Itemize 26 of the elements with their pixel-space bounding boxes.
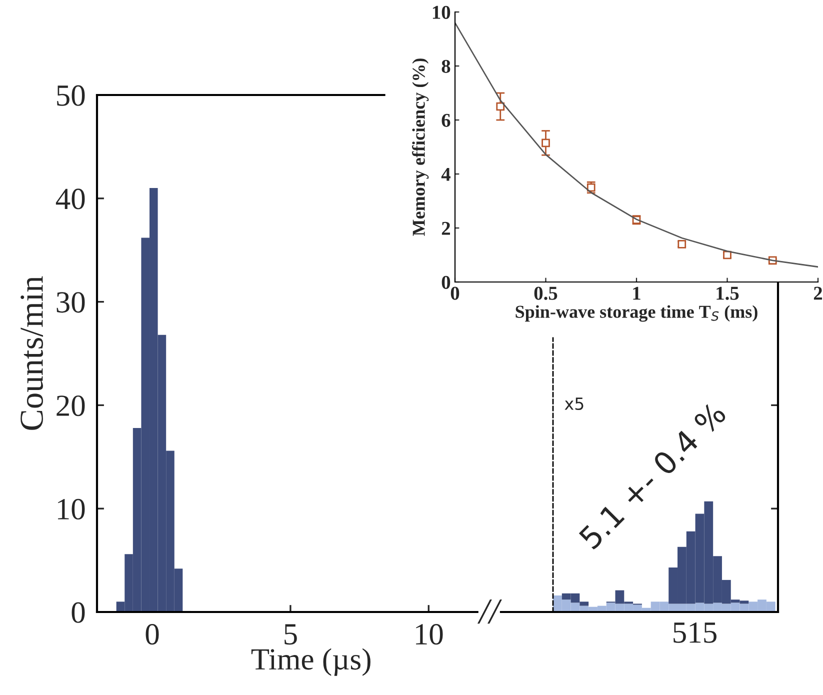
- x-tick-label: 1.5: [716, 286, 739, 300]
- y-tick-label: 8: [442, 60, 450, 73]
- x-axis-title: Time (µs): [251, 648, 370, 676]
- text: 515: [674, 622, 716, 643]
- y-tick-label: 0: [72, 602, 85, 623]
- x-tick-label: 5: [284, 624, 297, 645]
- y-tick-label: 10: [432, 6, 450, 19]
- y-tick-label: 0: [442, 276, 450, 289]
- y-axis-title: Counts/min: [20, 276, 44, 430]
- x-tick-label: 0: [450, 286, 460, 300]
- y-tick-label: 40: [56, 188, 85, 210]
- x-tick-label: 2: [814, 286, 822, 300]
- y-tick-label: 2: [442, 222, 450, 235]
- y-tick-label: 10: [58, 498, 85, 520]
- y-tick-label: 4: [441, 168, 450, 181]
- y-axis-title: Memory efficiency (%): [412, 58, 429, 236]
- annotation: //: [477, 599, 502, 624]
- y-tick-label: 6: [442, 114, 450, 127]
- x-tick-label: 0.5: [534, 286, 558, 300]
- y-tick-label: 50: [57, 85, 85, 106]
- x-tick-label: 1: [633, 286, 640, 300]
- x-axis-title: Spin-wave storage time T$_{S}$ (ms): [516, 305, 758, 322]
- annotation: x5: [564, 398, 584, 410]
- y-tick-label: 30: [56, 292, 85, 313]
- x-tick-label: 0: [146, 624, 159, 645]
- y-tick-label: 20: [56, 395, 85, 416]
